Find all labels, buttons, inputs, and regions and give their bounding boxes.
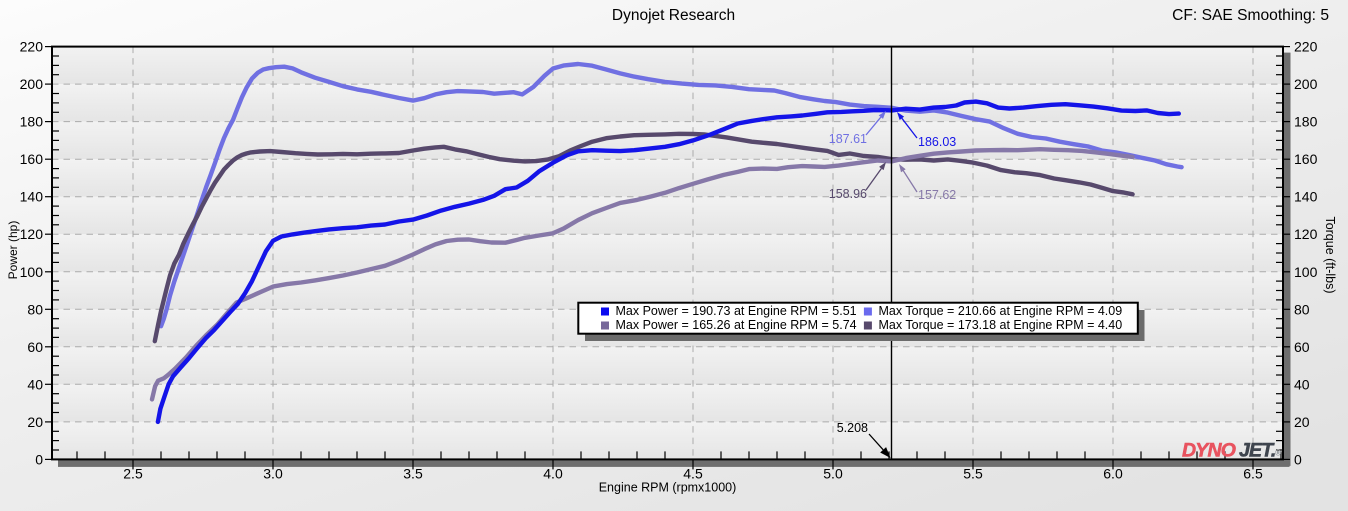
svg-text:140: 140: [1294, 189, 1318, 205]
svg-text:180: 180: [1294, 114, 1318, 130]
svg-text:200: 200: [20, 76, 44, 92]
svg-text:80: 80: [1294, 301, 1310, 317]
svg-text:100: 100: [20, 264, 44, 280]
svg-text:5.5: 5.5: [963, 466, 983, 482]
svg-text:160: 160: [20, 151, 44, 167]
svg-text:Torque (ft-lbs): Torque (ft-lbs): [1323, 216, 1337, 293]
svg-text:220: 220: [1294, 39, 1318, 55]
svg-text:0: 0: [35, 451, 43, 467]
svg-text:4.5: 4.5: [683, 466, 703, 482]
svg-text:Max Torque = 210.66 at Engine: Max Torque = 210.66 at Engine RPM = 4.09: [879, 304, 1123, 318]
svg-text:80: 80: [27, 301, 43, 317]
svg-text:5.208: 5.208: [837, 421, 868, 435]
svg-text:6.5: 6.5: [1243, 466, 1263, 482]
svg-text:40: 40: [27, 376, 43, 392]
svg-text:140: 140: [20, 189, 44, 205]
svg-text:200: 200: [1294, 76, 1318, 92]
svg-text:Max Power = 165.26 at Engine R: Max Power = 165.26 at Engine RPM = 5.74: [616, 318, 857, 332]
svg-text:3.5: 3.5: [403, 466, 423, 482]
svg-text:Dynojet Research: Dynojet Research: [612, 7, 735, 24]
svg-text:3.0: 3.0: [263, 466, 283, 482]
svg-text:0: 0: [1294, 451, 1302, 467]
svg-text:100: 100: [1294, 264, 1318, 280]
svg-text:6.0: 6.0: [1103, 466, 1123, 482]
svg-text:5.0: 5.0: [823, 466, 843, 482]
svg-text:JET.: JET.: [1239, 439, 1276, 461]
svg-text:60: 60: [1294, 339, 1310, 355]
svg-text:Max Power = 190.73 at Engine R: Max Power = 190.73 at Engine RPM = 5.51: [616, 304, 857, 318]
svg-text:4.0: 4.0: [543, 466, 563, 482]
svg-text:187.61: 187.61: [829, 132, 867, 146]
svg-text:157.62: 157.62: [918, 188, 956, 202]
svg-text:Engine RPM (rpmx1000): Engine RPM (rpmx1000): [599, 481, 737, 495]
svg-text:186.03: 186.03: [918, 135, 956, 149]
svg-text:40: 40: [1294, 376, 1310, 392]
svg-text:180: 180: [20, 114, 44, 130]
svg-text:120: 120: [20, 226, 44, 242]
svg-text:®: ®: [1275, 447, 1282, 457]
svg-text:120: 120: [1294, 226, 1318, 242]
svg-text:Max Torque = 173.18 at Engine: Max Torque = 173.18 at Engine RPM = 4.40: [879, 318, 1123, 332]
svg-text:160: 160: [1294, 151, 1318, 167]
svg-text:220: 220: [20, 39, 44, 55]
svg-text:2.5: 2.5: [123, 466, 143, 482]
svg-text:20: 20: [1294, 414, 1310, 430]
svg-text:60: 60: [27, 339, 43, 355]
svg-text:20: 20: [27, 414, 43, 430]
svg-text:DYNO: DYNO: [1182, 439, 1236, 461]
svg-text:158.96: 158.96: [829, 187, 867, 201]
svg-text:CF: SAE Smoothing: 5: CF: SAE Smoothing: 5: [1172, 7, 1329, 24]
svg-text:Power (hp): Power (hp): [6, 221, 20, 280]
